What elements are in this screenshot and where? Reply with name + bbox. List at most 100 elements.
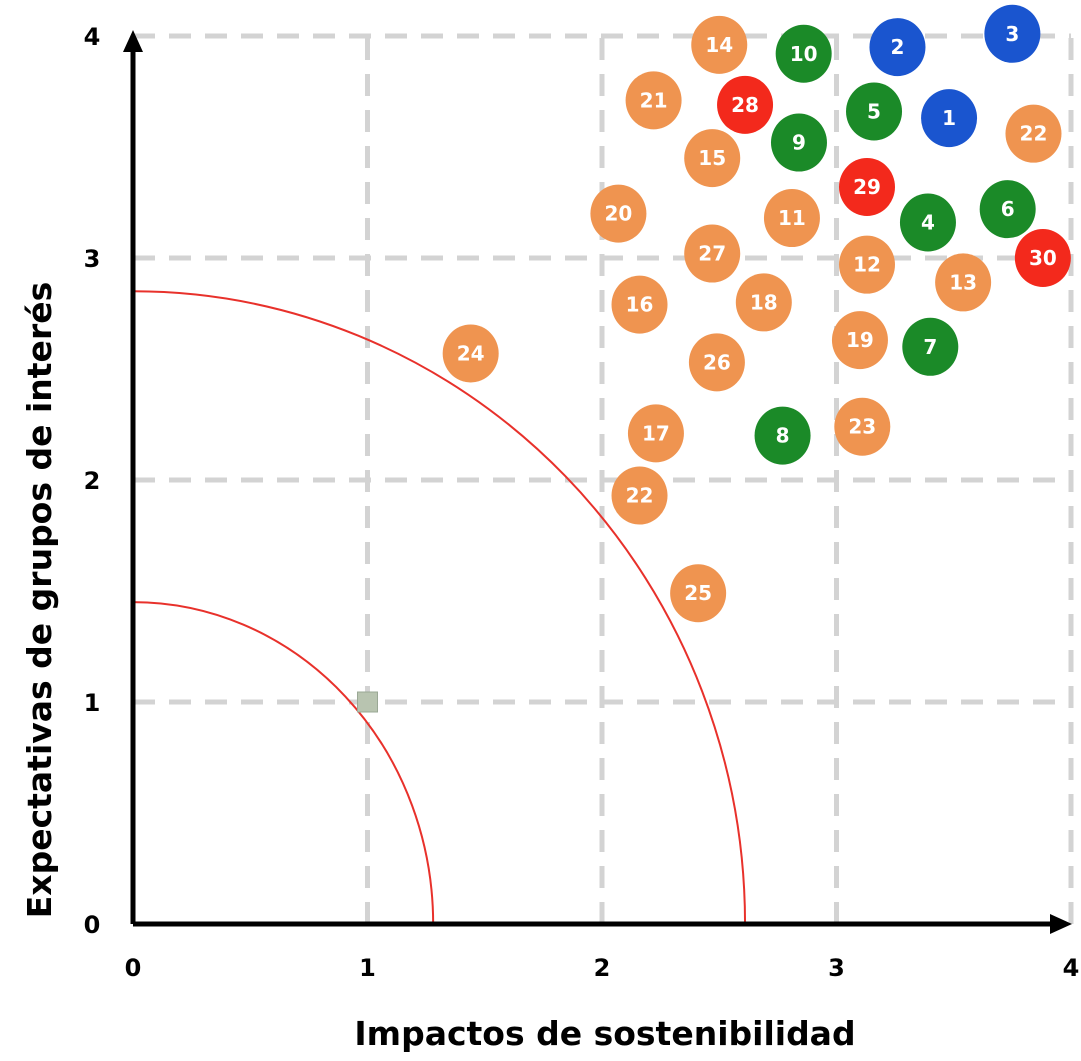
data-point-7: 7 [902, 317, 959, 376]
y-tick-label: 1 [84, 689, 101, 717]
data-point-bubble [1014, 229, 1071, 287]
data-point-13: 13 [935, 253, 992, 312]
data-point-15: 15 [684, 129, 741, 188]
data-point-9: 9 [770, 113, 827, 172]
x-axis-title: Impactos de sostenibilidad [354, 1014, 855, 1053]
data-point-12: 12 [838, 235, 895, 294]
data-point-23: 23 [834, 397, 891, 456]
x-tick-label: 4 [1063, 954, 1080, 982]
x-tick-label: 1 [359, 954, 376, 982]
data-point-bubble [611, 275, 668, 334]
data-point-label: 11 [778, 206, 806, 230]
data-point-16: 16 [611, 275, 668, 334]
data-point-24: 24 [442, 324, 499, 383]
data-point-label: 6 [1001, 197, 1015, 221]
reference-marker [357, 691, 378, 713]
y-axis-arrow-icon [123, 30, 143, 52]
data-point-28: 28 [717, 75, 774, 134]
data-point-label: 10 [790, 42, 818, 66]
data-point-bubble [846, 82, 903, 141]
y-axis-title: Expectativas de grupos de interés [20, 282, 59, 919]
data-point-label: 13 [949, 270, 977, 294]
data-point-18: 18 [735, 273, 792, 332]
data-point-10: 10 [775, 24, 832, 83]
data-point-5: 5 [846, 82, 903, 141]
data-point-19: 19 [831, 311, 888, 370]
data-point-bubble [984, 4, 1041, 63]
data-point-bubble [979, 180, 1036, 239]
data-point-14: 14 [691, 15, 748, 74]
data-point-bubble [838, 235, 895, 294]
data-point-label: 22 [1020, 122, 1048, 146]
data-point-label: 25 [684, 581, 712, 605]
data-point-2: 2 [869, 18, 926, 77]
threshold-arc-2 [132, 290, 747, 925]
data-point-bubble [838, 157, 895, 216]
data-point-bubble [775, 24, 832, 83]
data-point-label: 9 [792, 131, 806, 155]
data-point-bubble [770, 113, 827, 172]
data-point-label: 8 [776, 424, 790, 448]
data-point-29: 29 [838, 157, 895, 216]
data-point-label: 16 [626, 293, 654, 317]
data-point-bubble [688, 333, 745, 392]
data-point-label: 21 [640, 88, 668, 112]
reference-marker-square [357, 691, 378, 713]
data-point-label: 12 [853, 253, 881, 277]
data-point-label: 4 [921, 210, 935, 234]
data-point-11: 11 [763, 189, 820, 248]
x-tick-label: 0 [125, 954, 142, 982]
data-point-label: 5 [867, 99, 881, 123]
data-point-label: 28 [731, 93, 759, 117]
data-point-21: 21 [625, 71, 682, 130]
data-point-bubble [717, 75, 774, 134]
data-point-bubble [691, 15, 748, 74]
data-point-label: 17 [642, 421, 670, 445]
data-point-label: 23 [848, 415, 876, 439]
data-point-label: 30 [1029, 246, 1057, 270]
data-point-bubble [834, 397, 891, 456]
data-point-label: 26 [703, 350, 731, 374]
data-point-bubble [921, 89, 978, 148]
data-point-bubble [763, 189, 820, 248]
data-point-22: 22 [1005, 104, 1062, 163]
data-point-label: 2 [891, 35, 905, 59]
data-point-17: 17 [627, 404, 684, 463]
x-tick-label: 2 [594, 954, 611, 982]
data-point-label: 24 [457, 341, 485, 365]
data-point-bubble [935, 253, 992, 312]
data-point-bubble [611, 466, 668, 525]
data-point-label: 19 [846, 328, 874, 352]
data-point-22: 22 [611, 466, 668, 525]
data-point-bubble [869, 18, 926, 77]
threshold-arcs [132, 290, 747, 925]
data-point-label: 27 [698, 242, 726, 266]
y-tick-label: 0 [84, 911, 101, 939]
data-point-1: 1 [921, 89, 978, 148]
data-point-label: 14 [705, 33, 733, 57]
x-axis-arrow-icon [1050, 914, 1072, 934]
y-tick-label: 3 [84, 245, 101, 273]
grid-lines [133, 33, 1074, 924]
data-point-label: 3 [1005, 22, 1019, 46]
data-point-6: 6 [979, 180, 1036, 239]
data-point-bubble [735, 273, 792, 332]
data-point-bubble [627, 404, 684, 463]
data-point-label: 20 [604, 202, 632, 226]
data-point-bubble [684, 224, 741, 283]
data-point-bubble [625, 71, 682, 130]
data-point-label: 1 [942, 106, 956, 130]
data-point-bubble [831, 311, 888, 370]
data-point-20: 20 [590, 184, 647, 243]
data-point-bubble [754, 406, 811, 465]
data-point-4: 4 [899, 193, 956, 252]
data-point-bubble [684, 129, 741, 188]
data-point-8: 8 [754, 406, 811, 465]
data-point-30: 30 [1014, 229, 1071, 287]
threshold-arc-1 [132, 601, 435, 925]
data-point-label: 15 [698, 146, 726, 170]
data-point-27: 27 [684, 224, 741, 283]
data-point-bubble [670, 564, 727, 623]
data-point-bubble [442, 324, 499, 383]
data-point-bubble [1005, 104, 1062, 163]
